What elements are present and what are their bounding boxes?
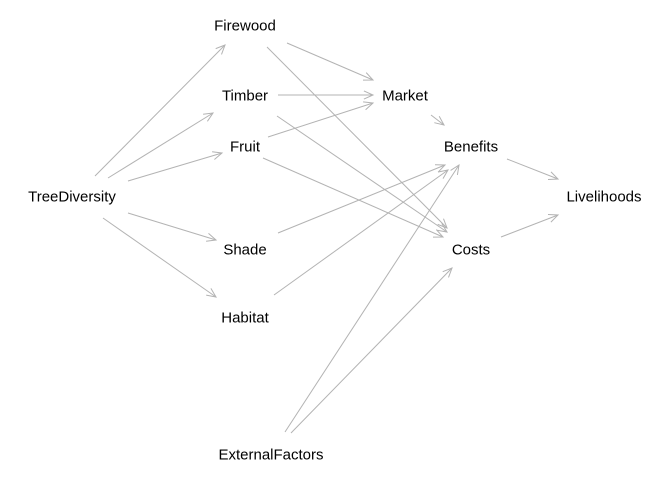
edge-treediversity-to-shade xyxy=(127,212,218,242)
edge-line xyxy=(102,217,217,298)
edge-line xyxy=(276,115,448,233)
node-benefits: Benefits xyxy=(443,138,499,156)
node-externalfactors: ExternalFactors xyxy=(218,446,324,464)
edge-treediversity-to-fruit xyxy=(127,151,224,182)
node-firewood: Firewood xyxy=(214,17,276,35)
edge-line xyxy=(262,157,444,238)
edge-line xyxy=(94,44,226,177)
edge-line xyxy=(277,164,446,234)
edge-line xyxy=(266,46,448,229)
edge-line xyxy=(127,152,223,182)
arrowhead xyxy=(203,112,215,122)
edge-fruit-to-costs xyxy=(262,157,445,238)
arrowhead xyxy=(437,218,448,229)
edge-externalfactors-to-costs xyxy=(290,267,453,434)
edge-habitat-to-benefits xyxy=(273,169,449,296)
arrowhead xyxy=(362,72,375,81)
node-habitat: Habitat xyxy=(221,309,269,327)
edge-treediversity-to-timber xyxy=(107,112,215,179)
node-livelihoods: Livelihoods xyxy=(566,188,642,206)
arrowhead xyxy=(438,169,449,179)
node-timber: Timber xyxy=(221,87,269,105)
node-market: Market xyxy=(382,87,428,105)
edge-line xyxy=(506,158,559,180)
edge-treediversity-to-habitat xyxy=(102,217,217,298)
node-costs: Costs xyxy=(451,241,491,259)
edge-benefits-to-livelihoods xyxy=(506,158,560,180)
edge-timber-to-market xyxy=(278,90,375,100)
arrowhead xyxy=(437,223,449,233)
edge-line xyxy=(284,164,460,433)
node-treediversity: TreeDiversity xyxy=(28,188,116,206)
arrowhead xyxy=(215,44,226,55)
edge-line xyxy=(286,42,374,81)
arrowhead xyxy=(442,267,453,278)
arrowhead xyxy=(434,115,445,126)
arrowhead xyxy=(450,163,460,175)
node-fruit: Fruit xyxy=(230,138,260,156)
arrowhead xyxy=(206,233,218,242)
edge-market-to-benefits xyxy=(430,114,445,126)
edge-externalfactors-to-benefits xyxy=(284,163,460,433)
arrowhead xyxy=(212,151,224,160)
edge-fruit-to-market xyxy=(267,101,375,138)
edge-treediversity-to-firewood xyxy=(94,44,226,177)
arrowhead xyxy=(547,214,560,223)
edge-line xyxy=(290,267,453,434)
edge-shade-to-benefits xyxy=(277,164,447,234)
edge-firewood-to-market xyxy=(286,42,375,81)
edge-line xyxy=(267,102,374,138)
arrowhead xyxy=(363,101,375,111)
arrowhead xyxy=(547,171,560,180)
edge-line xyxy=(107,112,214,179)
edge-timber-to-costs xyxy=(276,115,449,233)
edge-costs-to-livelihoods xyxy=(500,214,560,238)
edge-line xyxy=(273,169,449,296)
arrowhead xyxy=(363,90,375,100)
arrowhead xyxy=(432,229,445,238)
arrowhead xyxy=(434,164,447,173)
edge-line xyxy=(127,212,217,241)
edge-line xyxy=(430,114,445,126)
edge-line xyxy=(500,214,559,238)
node-shade: Shade xyxy=(223,241,267,259)
arrowhead xyxy=(206,288,217,298)
edge-firewood-to-costs xyxy=(266,46,448,229)
